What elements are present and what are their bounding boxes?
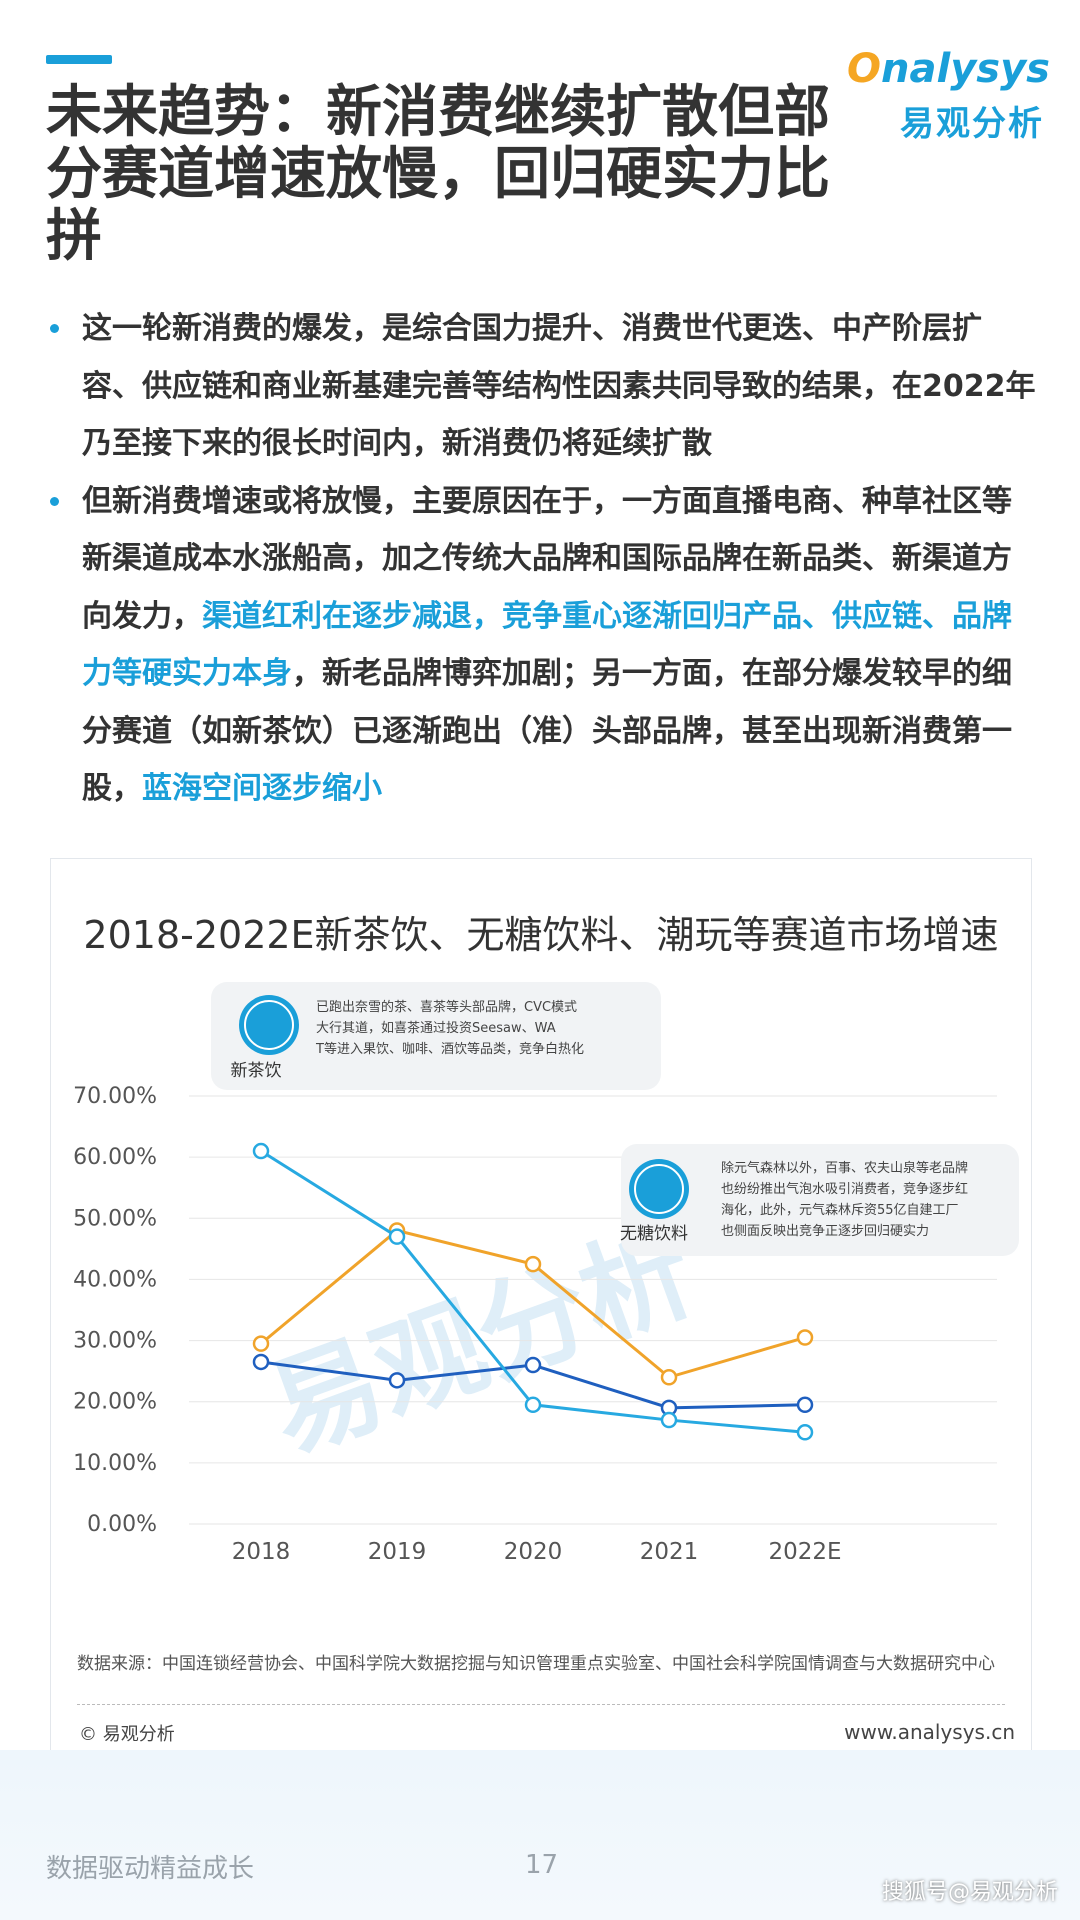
website-link[interactable]: www.analysys.cn [844,1720,1015,1744]
y-tick-label: 20.00% [73,1390,157,1415]
data-point-新茶饮 [796,1396,814,1414]
annotation-box [211,982,661,1090]
city-skyline-background [0,1750,1080,1920]
annotation-text-line: T等进入果饮、咖啡、酒饮等品类，竞争白热化 [315,1041,584,1057]
data-source: 数据来源：中国连锁经营协会、中国科学院大数据挖掘与知识管理重点实验室、中国社会科… [77,1654,995,1674]
annotation-text-line: 海化，此外，元气森林斥资55亿自建工厂 [721,1202,959,1218]
data-point-无糖饮料 [660,1411,678,1429]
data-point-新茶饮 [252,1353,270,1371]
data-point-无糖饮料 [388,1228,406,1245]
analysys-logo: Onalysys 易观分析 [847,46,1050,146]
bullet-text: ，新老品牌博弈加剧；另一方面，在部分爆发较早的细分赛道（如新茶饮）已逐渐跑出（准… [82,656,1012,806]
x-tick-label: 2018 [232,1539,291,1559]
y-tick-label: 40.00% [73,1267,157,1292]
x-tick-label: 2019 [368,1539,427,1559]
annotation-label: 无糖饮料 [620,1224,688,1244]
annotation-text-line: 除元气森林以外，百事、农夫山泉等老品牌 [721,1160,968,1176]
highlighted-text: 蓝海空间逐步缩小 [142,771,382,806]
bullet-text: 这一轮新消费的爆发，是综合国力提升、消费世代更迭、中产阶层扩容、供应链和商业新基… [82,311,1036,461]
data-point-无糖饮料 [252,1142,270,1160]
y-tick-label: 70.00% [73,1084,157,1109]
annotation-text-line: 也侧面反映出竞争正逐步回归硬实力 [721,1223,929,1239]
y-tick-label: 10.00% [73,1451,157,1476]
annotation-text-line: 大行其道，如喜茶通过投资Seesaw、WA [316,1020,556,1036]
data-point-无糖饮料 [524,1396,542,1414]
bullet-item: 这一轮新消费的爆发，是综合国力提升、消费世代更迭、中产阶层扩容、供应链和商业新基… [50,300,1040,473]
bullet-list: 这一轮新消费的爆发，是综合国力提升、消费世代更迭、中产阶层扩容、供应链和商业新基… [50,300,1040,818]
annotation-label: 新茶饮 [231,1061,282,1081]
title-accent-bar [46,55,112,64]
highlighted-text: 渠道红利在逐步减退，竞争重心逐渐回归产品、供应链、品牌力等硬实力本身 [82,598,1012,692]
y-tick-label: 50.00% [73,1206,157,1231]
data-point-新茶饮 [524,1356,542,1374]
data-point-潮玩 [524,1255,542,1273]
bullet-dot-icon [50,496,59,506]
x-tick-label: 2021 [640,1539,699,1559]
divider [77,1704,1005,1705]
copyright: © 易观分析 [79,1724,175,1745]
annotation-text-line: 已跑出奈雪的茶、喜茶等头部品牌，CVC模式 [316,999,577,1015]
annotation-text-line: 也纷纷推出气泡水吸引消费者，竞争逐步红 [721,1181,968,1197]
bullet-dot-icon [50,324,59,333]
data-point-无糖饮料 [796,1424,814,1441]
y-tick-label: 60.00% [73,1145,157,1170]
teacup-icon [239,995,299,1055]
logo-wordmark: Onalysys [847,46,1050,92]
icon-ring [634,1164,684,1214]
bullet-item: 但新消费增速或将放慢，主要原因在于，一方面直播电商、种草社区等新渠道成本水涨船高… [50,473,1040,818]
x-tick-label: 2022E [768,1539,841,1559]
bullet-text: 但新消费增速或将放慢，主要原因在于，一方面直播电商、种草社区等新渠道成本水涨船高… [82,483,1012,634]
data-point-潮玩 [252,1335,270,1352]
footer-slogan: 数据驱动精益成长 [46,1854,255,1884]
chart-card: 2018-2022E新茶饮、无糖饮料、潮玩等赛道市场增速 易观分析 70.00% 6… [50,858,1032,1757]
chart-title: 2018-2022E新茶饮、无糖饮料、潮玩等赛道市场增速 [83,913,999,957]
y-tick-label: 0.00% [87,1512,157,1537]
page-number: 17 [525,1850,559,1880]
annotation-box [621,1144,1019,1256]
x-tick-label: 2020 [504,1539,563,1559]
data-point-新茶饮 [388,1372,406,1389]
line-chart: 易观分析70.00%60.00%50.00%40.00%30.00%20.00%… [73,982,1019,1559]
page-title: 未来趋势：新消费继续扩散但部分赛道增速放慢，回归硬实力比拼 [46,80,830,269]
y-tick-label: 30.00% [73,1329,157,1354]
logo-chinese-name: 易观分析 [900,104,1044,144]
data-point-潮玩 [796,1329,814,1346]
wine-glass-icon [629,1159,689,1219]
data-point-潮玩 [660,1369,678,1386]
sohu-watermark: 搜狐号@易观分析 [881,1880,1058,1905]
icon-ring [244,1000,294,1050]
